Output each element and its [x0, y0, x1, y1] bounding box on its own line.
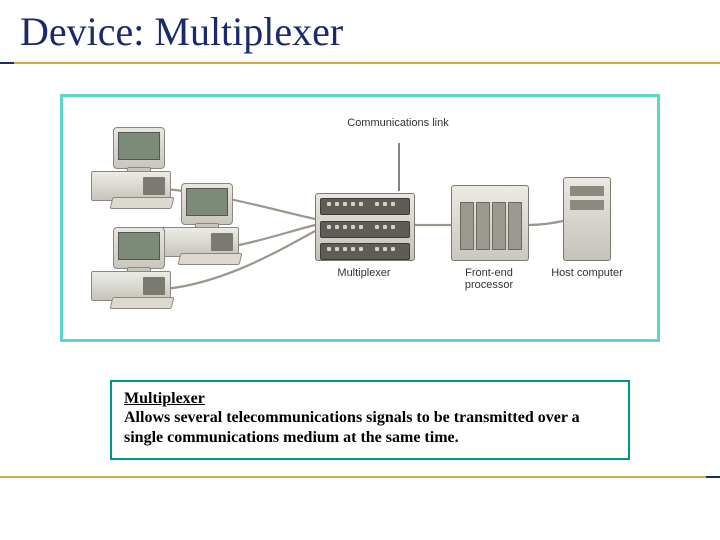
- page-title: Device: Multiplexer: [20, 8, 343, 55]
- monitor-icon: [181, 183, 233, 225]
- multiplexer-icon: [315, 193, 415, 261]
- monitor-icon: [113, 127, 165, 169]
- front-end-processor-icon: [451, 185, 529, 261]
- comm-link-label: Communications link: [333, 117, 463, 129]
- keyboard-icon: [178, 253, 243, 265]
- title-underline: [0, 62, 720, 64]
- caption-title: Multiplexer: [124, 390, 616, 408]
- caption-body: Allows several telecommunications signal…: [124, 408, 616, 448]
- host-computer-icon: [563, 177, 611, 261]
- monitor-icon: [113, 227, 165, 269]
- multiplexer-label: Multiplexer: [313, 267, 415, 279]
- workstation-icon: [91, 227, 181, 307]
- host-label: Host computer: [539, 267, 635, 279]
- slide: Device: Multiplexer: [0, 0, 720, 540]
- footer-underline: [0, 476, 720, 478]
- diagram-panel: Communications link Multiplexer Front-en…: [60, 94, 660, 342]
- keyboard-icon: [110, 297, 175, 309]
- front-end-label: Front-end processor: [447, 267, 531, 291]
- caption-box: Multiplexer Allows several telecommunica…: [110, 380, 630, 460]
